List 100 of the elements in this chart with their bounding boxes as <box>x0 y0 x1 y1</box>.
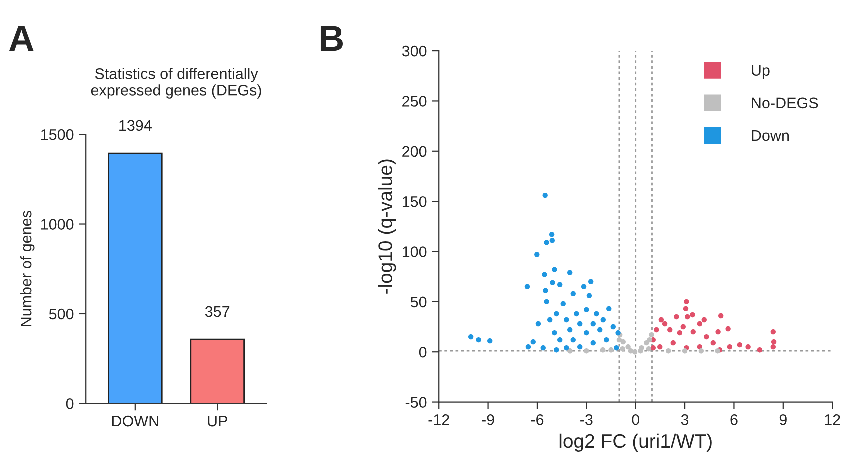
data-label: 357 <box>205 306 230 318</box>
x-tick-label: 3 <box>681 414 689 426</box>
y-tick-label: 500 <box>49 308 74 320</box>
point <box>604 337 610 343</box>
y-axis-title: Number of genes <box>20 211 35 326</box>
point <box>540 345 546 351</box>
point <box>536 321 542 327</box>
point <box>620 339 626 345</box>
y-tick-label: 100 <box>402 246 427 258</box>
point <box>650 345 656 351</box>
point <box>542 192 548 198</box>
x-tick-label: -6 <box>531 414 544 426</box>
y-tick-label: 250 <box>402 96 427 107</box>
y-tick-label: 50 <box>410 296 427 308</box>
point <box>534 252 540 258</box>
point <box>560 301 566 307</box>
x-tick-label: 6 <box>730 414 738 426</box>
point <box>524 284 530 290</box>
y-tick-label: -50 <box>406 397 427 408</box>
point <box>578 321 583 327</box>
y-tick-label: 300 <box>402 46 427 57</box>
point <box>715 348 720 354</box>
point <box>606 306 612 312</box>
x-tick-label: -3 <box>580 414 593 426</box>
point <box>685 314 690 320</box>
point <box>574 311 580 317</box>
point <box>674 314 680 320</box>
point <box>578 344 583 350</box>
point <box>530 339 536 345</box>
x-tick-label: 12 <box>825 414 840 426</box>
point <box>626 344 631 350</box>
point <box>658 344 663 350</box>
point <box>610 324 616 330</box>
point <box>543 288 548 294</box>
point <box>568 348 573 354</box>
legend-label: Down <box>752 130 789 142</box>
point <box>690 312 696 318</box>
point <box>698 348 704 354</box>
legend-label: No-DEGS <box>752 98 818 109</box>
point <box>770 344 776 350</box>
point <box>670 340 676 346</box>
point <box>649 332 654 338</box>
point <box>581 284 587 290</box>
point <box>544 299 550 305</box>
legend-label: Up <box>752 65 770 80</box>
data-label: 1394 <box>120 120 152 132</box>
point <box>550 238 555 244</box>
x-tick-label: 0 <box>632 414 640 426</box>
point <box>757 348 763 353</box>
text: B <box>320 26 344 52</box>
point <box>544 240 550 246</box>
point <box>628 348 634 354</box>
point <box>682 348 688 354</box>
point <box>542 272 548 278</box>
point <box>746 344 751 350</box>
point <box>608 348 614 353</box>
point <box>476 337 482 343</box>
point <box>702 317 707 323</box>
point <box>552 330 558 336</box>
point <box>716 329 721 335</box>
point <box>568 270 573 276</box>
point <box>662 321 668 327</box>
point <box>690 329 696 335</box>
point <box>697 321 703 327</box>
point <box>710 340 716 346</box>
y-tick-label: 1500 <box>41 129 74 140</box>
point <box>488 338 493 344</box>
point <box>594 311 600 317</box>
point <box>658 317 664 323</box>
point <box>614 345 620 351</box>
point <box>644 340 650 346</box>
y-tick-label: 0 <box>66 398 74 410</box>
point <box>718 313 724 319</box>
point <box>552 267 558 272</box>
point <box>616 337 622 343</box>
point <box>600 348 606 353</box>
y-axis-title: -log10 (q-value) <box>378 160 396 294</box>
point <box>554 311 560 317</box>
point <box>584 330 590 336</box>
point <box>590 321 596 327</box>
point <box>568 327 573 333</box>
y-tick-label: 200 <box>402 146 427 158</box>
point <box>683 306 689 312</box>
point <box>771 339 777 345</box>
x-axis-title: log2 FC (uri1/WT) <box>560 434 712 452</box>
point <box>654 327 660 333</box>
point <box>620 346 626 352</box>
point <box>680 324 686 330</box>
point <box>584 348 590 354</box>
point <box>588 279 594 284</box>
x-tick-label: DOWN <box>112 416 158 427</box>
point <box>726 326 731 332</box>
point <box>570 291 576 296</box>
point <box>558 282 563 288</box>
point <box>564 317 570 323</box>
point <box>600 317 606 323</box>
x-tick-label: UP <box>208 416 228 427</box>
point <box>770 329 776 335</box>
point <box>554 348 560 353</box>
point <box>526 344 532 350</box>
